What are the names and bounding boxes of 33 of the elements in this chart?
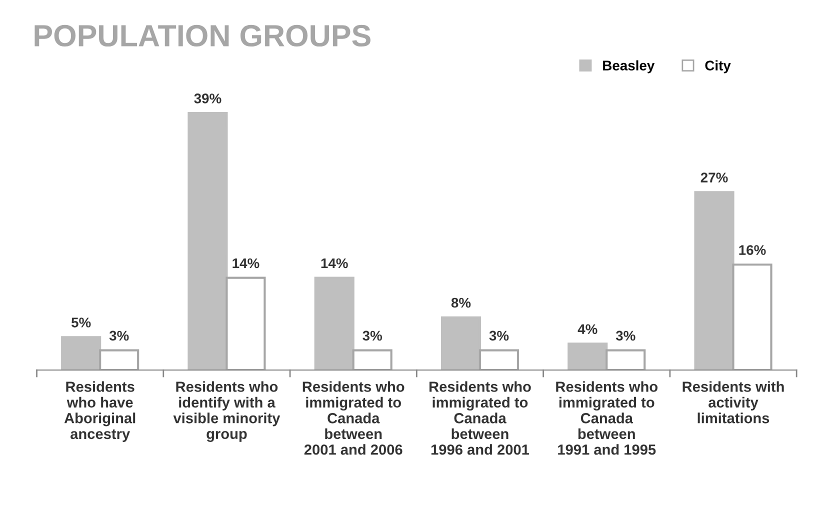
bar: [61, 336, 102, 370]
x-tick-label: Residents with activity limitations: [682, 381, 784, 424]
x-tick-label: Residents who immigrated to Canada between 1996 and 2001: [430, 381, 531, 455]
bar: [440, 316, 482, 370]
data-label: 27%: [700, 172, 728, 182]
bar: [732, 264, 772, 370]
data-label: 3%: [489, 330, 509, 341]
legend-label: City: [705, 60, 731, 74]
bar: [568, 342, 608, 370]
data-label: 14%: [232, 258, 260, 268]
x-tick-label: Residents who identify with a visible minority group: [173, 381, 280, 442]
chart-title: POPULATION GROUPS: [34, 24, 370, 47]
data-label: 39%: [194, 94, 222, 104]
data-label: 5%: [71, 318, 91, 328]
x-tick-label: Residents who immigrated to Canada between 1991 and 1995: [556, 381, 658, 455]
bar: [694, 191, 734, 370]
data-label: 3%: [362, 330, 382, 341]
bar: [314, 276, 354, 370]
bar: [352, 349, 392, 370]
x-tick-label: Residents who have Aboriginal ancestry: [64, 381, 136, 442]
bar: [478, 349, 520, 370]
legend-label: Beasley: [603, 60, 655, 74]
data-label: 4%: [578, 324, 598, 334]
data-label: 14%: [321, 258, 348, 268]
x-tick-label: Residents who immigrated to Canada between 2001 and 2006: [302, 381, 404, 455]
bar: [226, 276, 266, 370]
data-label: 16%: [739, 245, 766, 255]
data-label: 3%: [616, 330, 636, 341]
data-label: 8%: [451, 298, 471, 308]
data-label: 3%: [109, 330, 129, 341]
bar: [99, 349, 140, 370]
bar: [606, 349, 646, 370]
bar: [188, 112, 228, 370]
